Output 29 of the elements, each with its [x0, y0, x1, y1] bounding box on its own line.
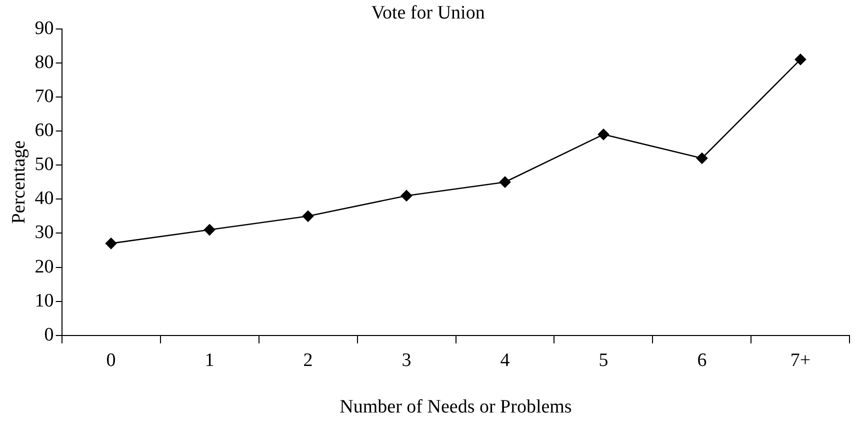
point [598, 128, 610, 140]
x-tick-label: 0 [106, 350, 116, 371]
x-tick-label: 2 [303, 350, 313, 371]
point [105, 238, 117, 250]
y-tick-label: 80 [34, 52, 54, 73]
y-tick-label: 30 [34, 222, 54, 244]
x-tick-label: 4 [500, 350, 510, 371]
x-tick-label: 1 [204, 350, 214, 371]
x-tick-label: 3 [402, 350, 412, 371]
point [696, 152, 708, 164]
y-tick-label: 90 [34, 18, 54, 39]
x-tick-label: 7+ [790, 350, 811, 371]
y-axis-title: Percentage [8, 140, 30, 224]
point [302, 210, 314, 222]
y-tick-label: 60 [34, 120, 54, 141]
point [499, 176, 511, 188]
y-tick-label: 50 [34, 154, 54, 176]
point [204, 224, 216, 236]
point [400, 190, 412, 202]
chart-title: Vote for Union [371, 2, 486, 24]
y-tick-label: 10 [34, 290, 54, 312]
x-axis-title: Number of Needs or Problems [340, 396, 572, 418]
x-tick-label: 5 [598, 350, 608, 371]
x-tick-label: 6 [697, 350, 707, 371]
y-tick-label: 40 [34, 188, 54, 210]
y-tick-label: 0 [44, 324, 54, 346]
point [794, 54, 806, 66]
y-tick-label: 20 [34, 256, 54, 278]
y-tick-label: 70 [34, 86, 54, 107]
